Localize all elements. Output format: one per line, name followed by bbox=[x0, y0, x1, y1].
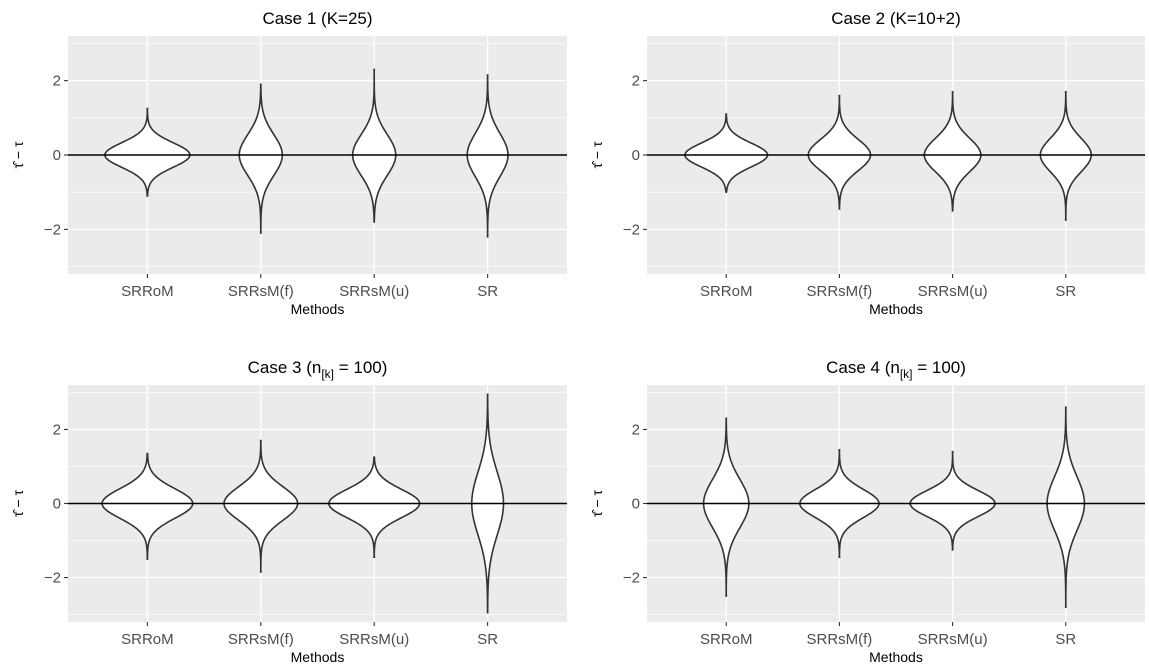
panel-title: Case 4 (n[k] = 100) bbox=[826, 358, 966, 381]
y-tick-label: 0 bbox=[632, 496, 640, 513]
x-tick-label: SRRoM bbox=[121, 283, 174, 300]
x-axis-title: Methods bbox=[869, 301, 923, 317]
y-tick-label: 2 bbox=[53, 73, 61, 90]
x-tick-label: SRRoM bbox=[700, 631, 753, 648]
violin-SRRoM bbox=[101, 452, 194, 560]
panel-3: −2 0 2 SRRoM SRRsM(f) SRRsM(u) SR Methods τ̂ − τ… bbox=[10, 358, 567, 665]
panel-title: Case 3 (n[k] = 100) bbox=[248, 358, 388, 381]
x-tick-label: SRRsM(u) bbox=[918, 631, 988, 648]
y-tick-label: −2 bbox=[623, 570, 640, 587]
y-axis-title: τ̂ − τ bbox=[589, 141, 605, 168]
y-tick-label: 2 bbox=[632, 421, 640, 438]
violin-SRRoM bbox=[702, 417, 750, 597]
violin-SRRsM(u) bbox=[909, 450, 996, 551]
y-tick-label: −2 bbox=[623, 221, 640, 238]
x-tick-label: SR bbox=[477, 283, 498, 300]
x-tick-label: SRRsM(u) bbox=[918, 283, 988, 300]
panel-1: −2 0 2 SRRoM SRRsM(f) SRRsM(u) SR Methods τ̂ − τ… bbox=[10, 9, 567, 317]
panel-title: Case 2 (K=10+2) bbox=[831, 9, 960, 28]
violin-SRRsM(u) bbox=[923, 90, 982, 212]
x-axis-title: Methods bbox=[869, 649, 923, 665]
violin-SRRoM bbox=[104, 107, 191, 197]
x-tick-label: SR bbox=[477, 631, 498, 648]
x-tick-label: SRRsM(f) bbox=[806, 283, 872, 300]
y-tick-label: −2 bbox=[44, 570, 61, 587]
violin-SR bbox=[466, 74, 509, 238]
violin-SRRsM(f) bbox=[807, 94, 872, 210]
y-tick-label: 0 bbox=[632, 147, 640, 164]
x-tick-label: SRRoM bbox=[121, 631, 174, 648]
violin-SRRoM bbox=[684, 113, 769, 193]
violin-SRRsM(u) bbox=[351, 68, 397, 223]
panel-2: −2 0 2 SRRoM SRRsM(f) SRRsM(u) SR Methods τ̂ − τ… bbox=[589, 9, 1145, 317]
violin-SR bbox=[1039, 90, 1093, 221]
violin-SRRsM(f) bbox=[223, 439, 299, 573]
violin-SRRsM(u) bbox=[328, 456, 421, 558]
x-tick-label: SR bbox=[1055, 283, 1076, 300]
x-tick-label: SRRsM(u) bbox=[339, 631, 409, 648]
y-tick-label: 2 bbox=[53, 421, 61, 438]
y-axis-title: τ̂ − τ bbox=[10, 141, 26, 168]
x-tick-label: SRRsM(f) bbox=[806, 631, 872, 648]
y-tick-label: −2 bbox=[44, 221, 61, 238]
violin-SRRsM(f) bbox=[238, 83, 284, 234]
panel-4: −2 0 2 SRRoM SRRsM(f) SRRsM(u) SR Methods τ̂ − τ… bbox=[589, 358, 1145, 665]
y-tick-label: 2 bbox=[632, 73, 640, 90]
y-tick-label: 0 bbox=[53, 147, 61, 164]
x-tick-label: SRRsM(u) bbox=[339, 283, 409, 300]
x-tick-label: SR bbox=[1055, 631, 1076, 648]
y-axis-title: τ̂ − τ bbox=[589, 490, 605, 517]
panel-title: Case 1 (K=25) bbox=[262, 9, 372, 28]
x-axis-title: Methods bbox=[291, 301, 345, 317]
violin-SR bbox=[1046, 406, 1086, 608]
x-tick-label: SRRoM bbox=[700, 283, 753, 300]
y-axis-title: τ̂ − τ bbox=[10, 490, 26, 517]
y-tick-label: 0 bbox=[53, 496, 61, 513]
x-axis-title: Methods bbox=[291, 649, 345, 665]
x-tick-label: SRRsM(f) bbox=[228, 631, 294, 648]
x-tick-label: SRRsM(f) bbox=[228, 283, 294, 300]
